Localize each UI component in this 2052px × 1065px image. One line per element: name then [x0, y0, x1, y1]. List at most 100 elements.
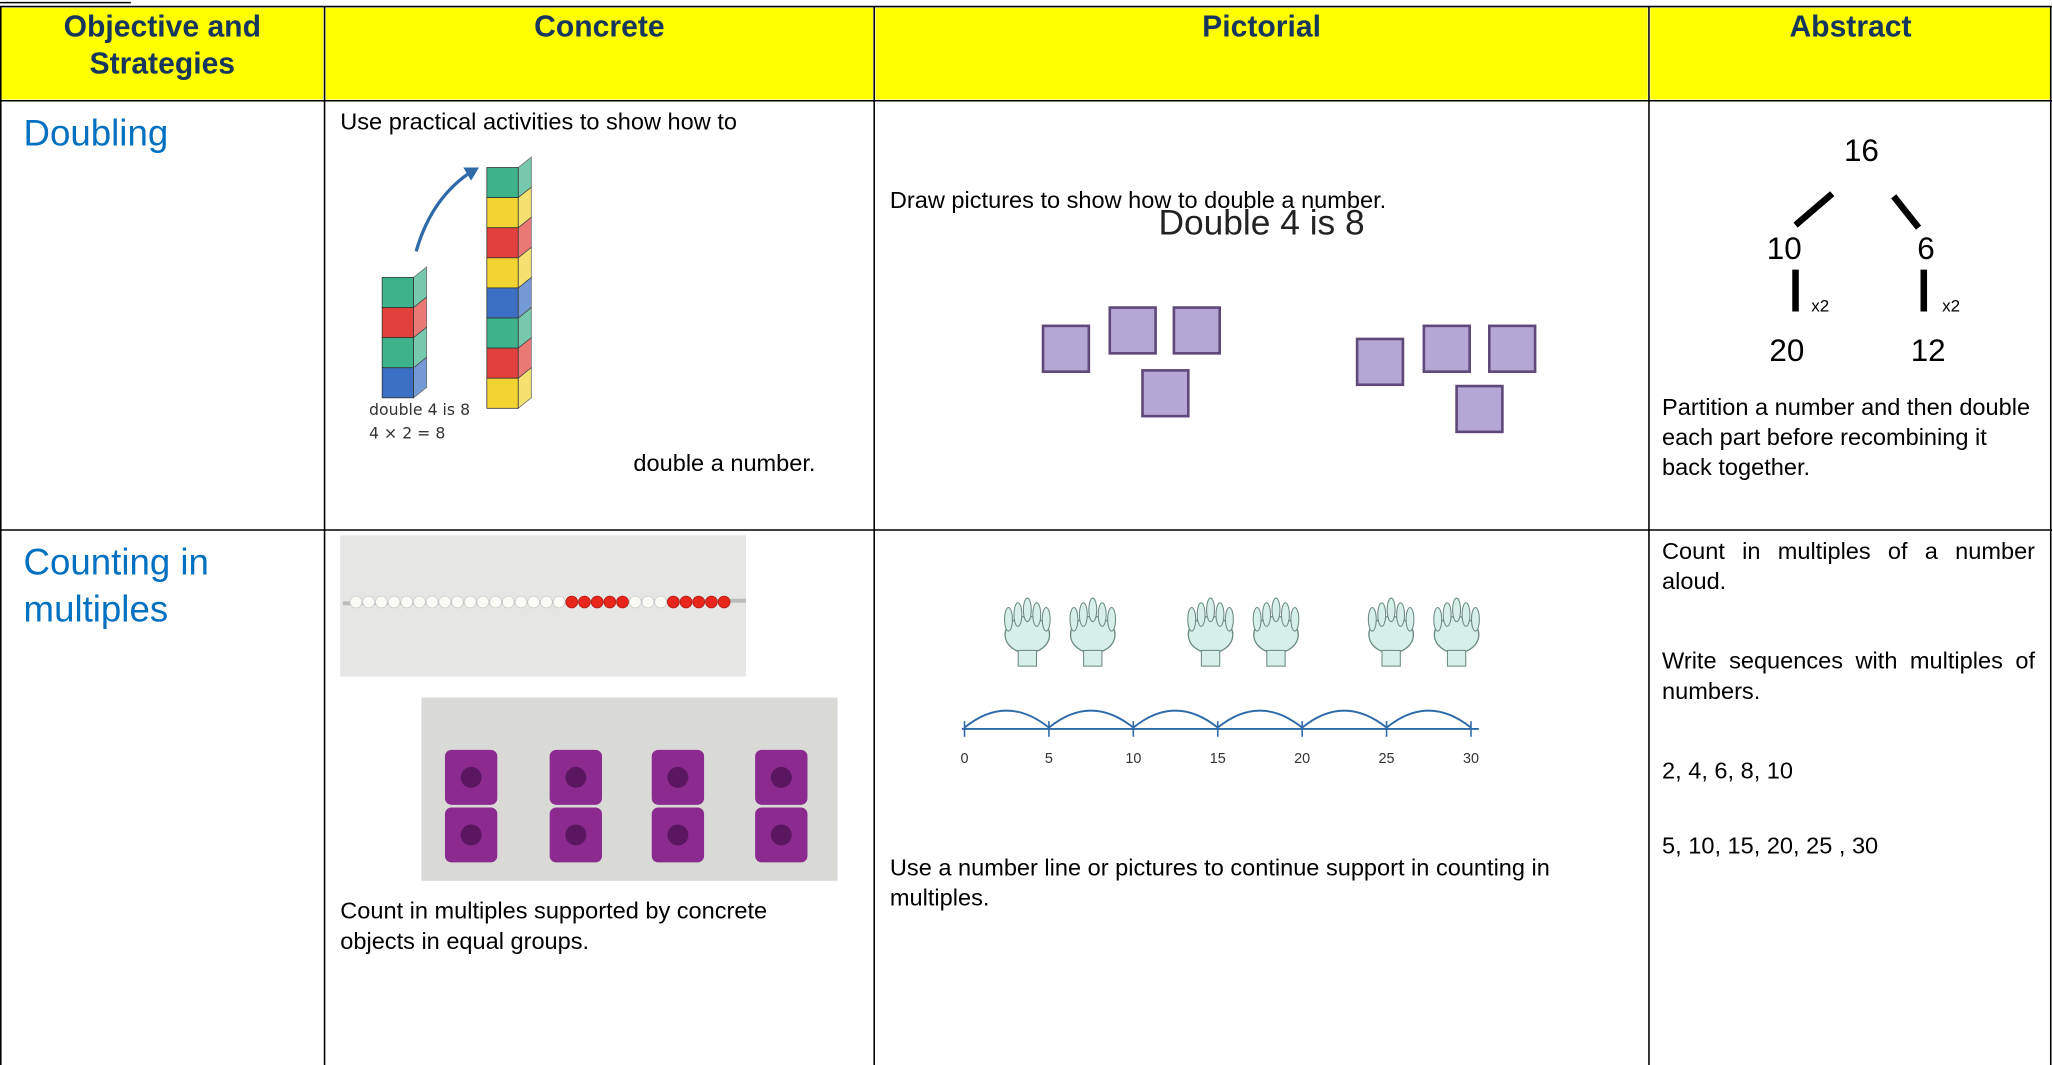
- finger: [1290, 606, 1300, 632]
- bead: [387, 595, 401, 609]
- jump-arc: [1132, 709, 1219, 729]
- cell-text: Partition a number and then double each …: [1662, 393, 2031, 481]
- header-cell: Abstract: [1650, 7, 2051, 100]
- bead: [476, 595, 490, 609]
- hands: [1004, 597, 1480, 667]
- cell-text: Write sequences with multiples of number…: [1662, 647, 2036, 705]
- cube: [486, 257, 519, 289]
- objective: Doubling: [23, 112, 169, 154]
- finger: [1367, 606, 1377, 632]
- finger: [1396, 602, 1406, 627]
- cube-side: [413, 356, 428, 399]
- finger: [1433, 606, 1443, 632]
- wrist: [1017, 649, 1038, 667]
- finger: [1271, 597, 1281, 623]
- wrist: [1083, 649, 1103, 667]
- tree-number: 16: [1843, 133, 1879, 169]
- bead: [552, 595, 566, 609]
- finger: [1224, 606, 1234, 632]
- tree-label: x2: [1942, 295, 1961, 316]
- bead: [679, 595, 693, 609]
- bead: [362, 595, 375, 609]
- jump-arc: [1301, 709, 1388, 729]
- finger: [1196, 602, 1206, 627]
- cell-text: double a number.: [633, 450, 816, 477]
- number-line-label: 20: [1294, 751, 1311, 767]
- bead: [502, 595, 515, 609]
- wrist: [1446, 649, 1467, 667]
- finger: [1107, 606, 1117, 632]
- finger: [1041, 606, 1051, 632]
- finger: [1377, 602, 1387, 627]
- header-cell: Objective and Strategies: [1, 7, 324, 100]
- bead: [514, 595, 528, 609]
- finger: [1215, 602, 1225, 627]
- finger: [1386, 597, 1396, 623]
- finger: [1470, 606, 1480, 632]
- purple-cubes: [444, 749, 808, 863]
- purple-squares: [1041, 306, 1537, 434]
- image-label: 4 × 2 = 8: [369, 424, 446, 443]
- tree-number: 10: [1766, 231, 1802, 267]
- cube: [486, 167, 519, 199]
- finger: [1405, 606, 1415, 632]
- cube: [486, 377, 519, 409]
- finger: [1280, 602, 1290, 627]
- bead: [616, 595, 629, 609]
- bead: [667, 595, 680, 609]
- bead: [400, 595, 414, 609]
- tree-number: 12: [1910, 333, 1946, 370]
- bead: [527, 595, 540, 609]
- finger: [1013, 602, 1023, 627]
- bead: [565, 595, 579, 609]
- jump-arc: [1048, 709, 1134, 729]
- image-title: Double 4 is 8: [1158, 202, 1365, 243]
- cell-text: Use a number line or pictures to continu…: [889, 854, 1550, 911]
- finger: [1206, 597, 1215, 623]
- cube: [381, 277, 414, 308]
- header-cell: Pictorial: [875, 7, 1648, 100]
- cube-hole: [460, 824, 482, 846]
- cell-text: Use practical activities to show how to: [340, 108, 737, 135]
- bead: [578, 595, 591, 609]
- bead: [349, 595, 363, 609]
- number-line-label: 15: [1209, 751, 1226, 767]
- bead: [654, 595, 667, 609]
- bead: [628, 595, 642, 609]
- cube: [486, 287, 519, 319]
- objective: Counting in multiples: [23, 541, 209, 630]
- number-line-label: 30: [1462, 751, 1479, 767]
- cube: [381, 337, 414, 369]
- finger: [1032, 602, 1042, 627]
- cube: [381, 367, 414, 399]
- finger: [1078, 602, 1088, 627]
- number-line-label: 25: [1378, 751, 1395, 767]
- bead: [375, 595, 388, 609]
- finger: [1252, 606, 1262, 632]
- cube: [381, 307, 414, 339]
- bead: [463, 595, 477, 609]
- bead: [413, 595, 426, 609]
- finger: [1097, 602, 1107, 627]
- number-line-label: 10: [1125, 751, 1142, 767]
- bead: [705, 595, 718, 609]
- jump-arc: [1217, 709, 1303, 729]
- bead: [425, 595, 439, 609]
- cube-hole: [667, 766, 689, 788]
- cube: [486, 197, 519, 229]
- cell-text: Draw pictures to show how to double a nu…: [889, 187, 1387, 214]
- finger: [1004, 606, 1013, 632]
- bead: [489, 595, 502, 609]
- cube-hole: [565, 824, 587, 846]
- cube: [486, 227, 519, 259]
- cube-hole: [770, 824, 792, 846]
- bead: [692, 595, 705, 609]
- bead: [603, 595, 617, 609]
- cube-hole: [770, 766, 792, 788]
- number-line-label: 5: [1044, 751, 1053, 767]
- beads: [349, 595, 731, 609]
